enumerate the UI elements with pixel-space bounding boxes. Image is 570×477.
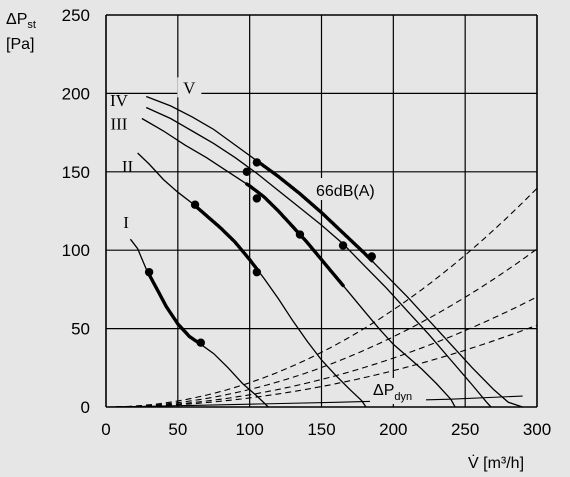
x-tick-label-150: 150 (307, 420, 335, 439)
x-tick-label-200: 200 (379, 420, 407, 439)
y-tick-label-150: 150 (62, 163, 90, 182)
operating-range-V (255, 159, 374, 263)
y-tick-label-250: 250 (62, 6, 90, 25)
system-curve-1 (106, 187, 538, 408)
operating-point-III-1 (242, 167, 251, 176)
series-label-I: I (123, 213, 129, 232)
operating-range-II (193, 204, 259, 271)
x-tick-label-50: 50 (168, 420, 187, 439)
dyn-label-bg (370, 378, 426, 404)
x-tick-labels: 0 50 100 150 200 250 300 (101, 420, 551, 439)
noise-label-bg (312, 178, 390, 200)
series-label-IV: IV (110, 91, 129, 110)
series-label-II: II (122, 157, 134, 176)
y-axis-label-delta: ΔPst (6, 11, 36, 31)
x-tick-label-300: 300 (523, 420, 551, 439)
system-curve-4 (106, 324, 538, 408)
operating-range-III (245, 182, 345, 288)
operating-point-V-1 (252, 158, 262, 167)
y-tick-label-0: 0 (81, 398, 90, 417)
system-curves (105, 187, 538, 408)
y-tick-labels: 0 50 100 150 200 250 (62, 6, 90, 417)
x-tick-label-0: 0 (101, 420, 110, 439)
operating-point-I-2 (196, 338, 206, 347)
system-curve-2 (106, 248, 538, 408)
operating-point-V-2 (367, 252, 376, 261)
operating-point-II-1 (190, 200, 200, 209)
operating-point-II-2 (252, 267, 262, 277)
y-tick-label-100: 100 (62, 241, 90, 260)
operating-range-I (147, 272, 203, 346)
y-tick-label-50: 50 (71, 320, 90, 339)
operating-point-I-1 (144, 267, 154, 277)
grid (105, 14, 538, 408)
operating-points (144, 158, 376, 347)
y-tick-label-200: 200 (62, 84, 90, 103)
dynamic-pressure-label: ΔPdyn (373, 382, 412, 403)
x-tick-label-250: 250 (451, 420, 479, 439)
x-tick-label-100: 100 (235, 420, 263, 439)
y-axis-label-unit: [Pa] (6, 36, 34, 53)
series-label-III: III (110, 114, 127, 133)
fan-curve-IV (145, 106, 492, 408)
operating-point-III-4 (338, 241, 348, 250)
x-axis-label: V̇ [m³/h] (468, 454, 524, 472)
series-label-bg-V (177, 77, 202, 98)
system-curve-3 (106, 296, 538, 408)
operating-point-III-3 (295, 230, 305, 239)
noise-level-label: 66dB(A) (316, 183, 375, 200)
series-label-V: V (183, 78, 196, 97)
operating-point-III-2 (252, 194, 262, 203)
operating-ranges (147, 159, 374, 346)
